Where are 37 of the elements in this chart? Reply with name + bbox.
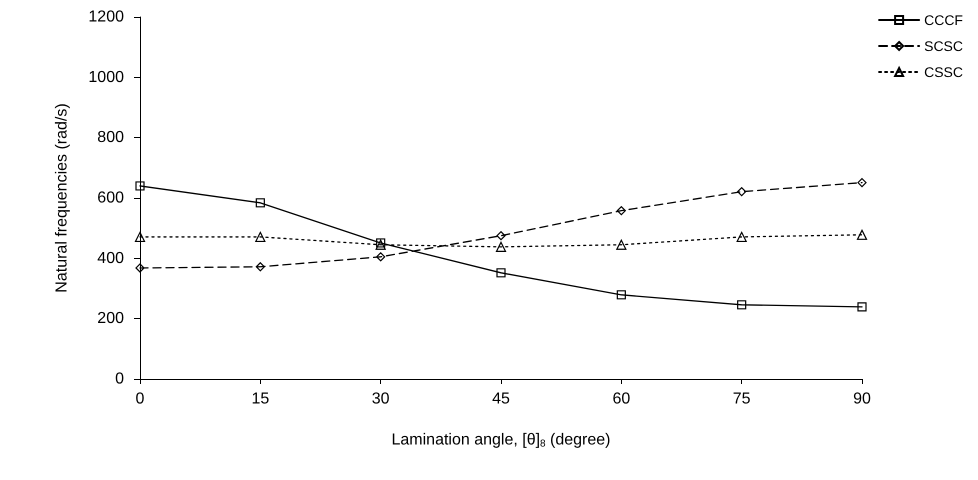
y-axis-title: Natural frequencies (rad/s) bbox=[54, 103, 70, 293]
y-tick-label: 800 bbox=[97, 129, 124, 146]
point bbox=[255, 232, 266, 242]
y-tick-label: 1000 bbox=[88, 68, 124, 86]
point bbox=[616, 206, 626, 216]
x-tick-label: 75 bbox=[732, 390, 751, 408]
x-tick-label: 30 bbox=[372, 390, 390, 408]
point bbox=[496, 268, 506, 278]
point bbox=[256, 262, 265, 272]
y-tick-label: 0 bbox=[115, 370, 124, 388]
x-tick-label: 0 bbox=[136, 390, 145, 408]
point bbox=[134, 232, 146, 242]
point bbox=[857, 178, 867, 188]
y-tick-label: 400 bbox=[97, 250, 124, 267]
point bbox=[857, 302, 867, 312]
legend-label: CSSC bbox=[924, 64, 964, 80]
point bbox=[135, 181, 145, 191]
x-tick-label: 45 bbox=[492, 390, 510, 408]
point bbox=[616, 240, 626, 250]
y-tick-label: 600 bbox=[97, 190, 124, 206]
point bbox=[496, 231, 506, 240]
x-tick-label: 60 bbox=[612, 390, 630, 408]
point bbox=[856, 230, 868, 240]
point bbox=[376, 252, 386, 262]
point bbox=[737, 300, 746, 310]
y-tick-label: 1200 bbox=[88, 8, 124, 26]
point bbox=[736, 232, 747, 242]
point bbox=[737, 187, 746, 196]
x-tick-label: 15 bbox=[251, 390, 270, 408]
y-tick-label: 200 bbox=[97, 310, 124, 328]
legend-label: CCCF bbox=[924, 12, 963, 28]
point bbox=[256, 198, 265, 208]
legend-label: SCSC bbox=[924, 38, 964, 54]
point bbox=[135, 263, 145, 273]
point bbox=[616, 290, 626, 300]
x-tick-label: 90 bbox=[853, 390, 871, 408]
point bbox=[496, 242, 506, 252]
